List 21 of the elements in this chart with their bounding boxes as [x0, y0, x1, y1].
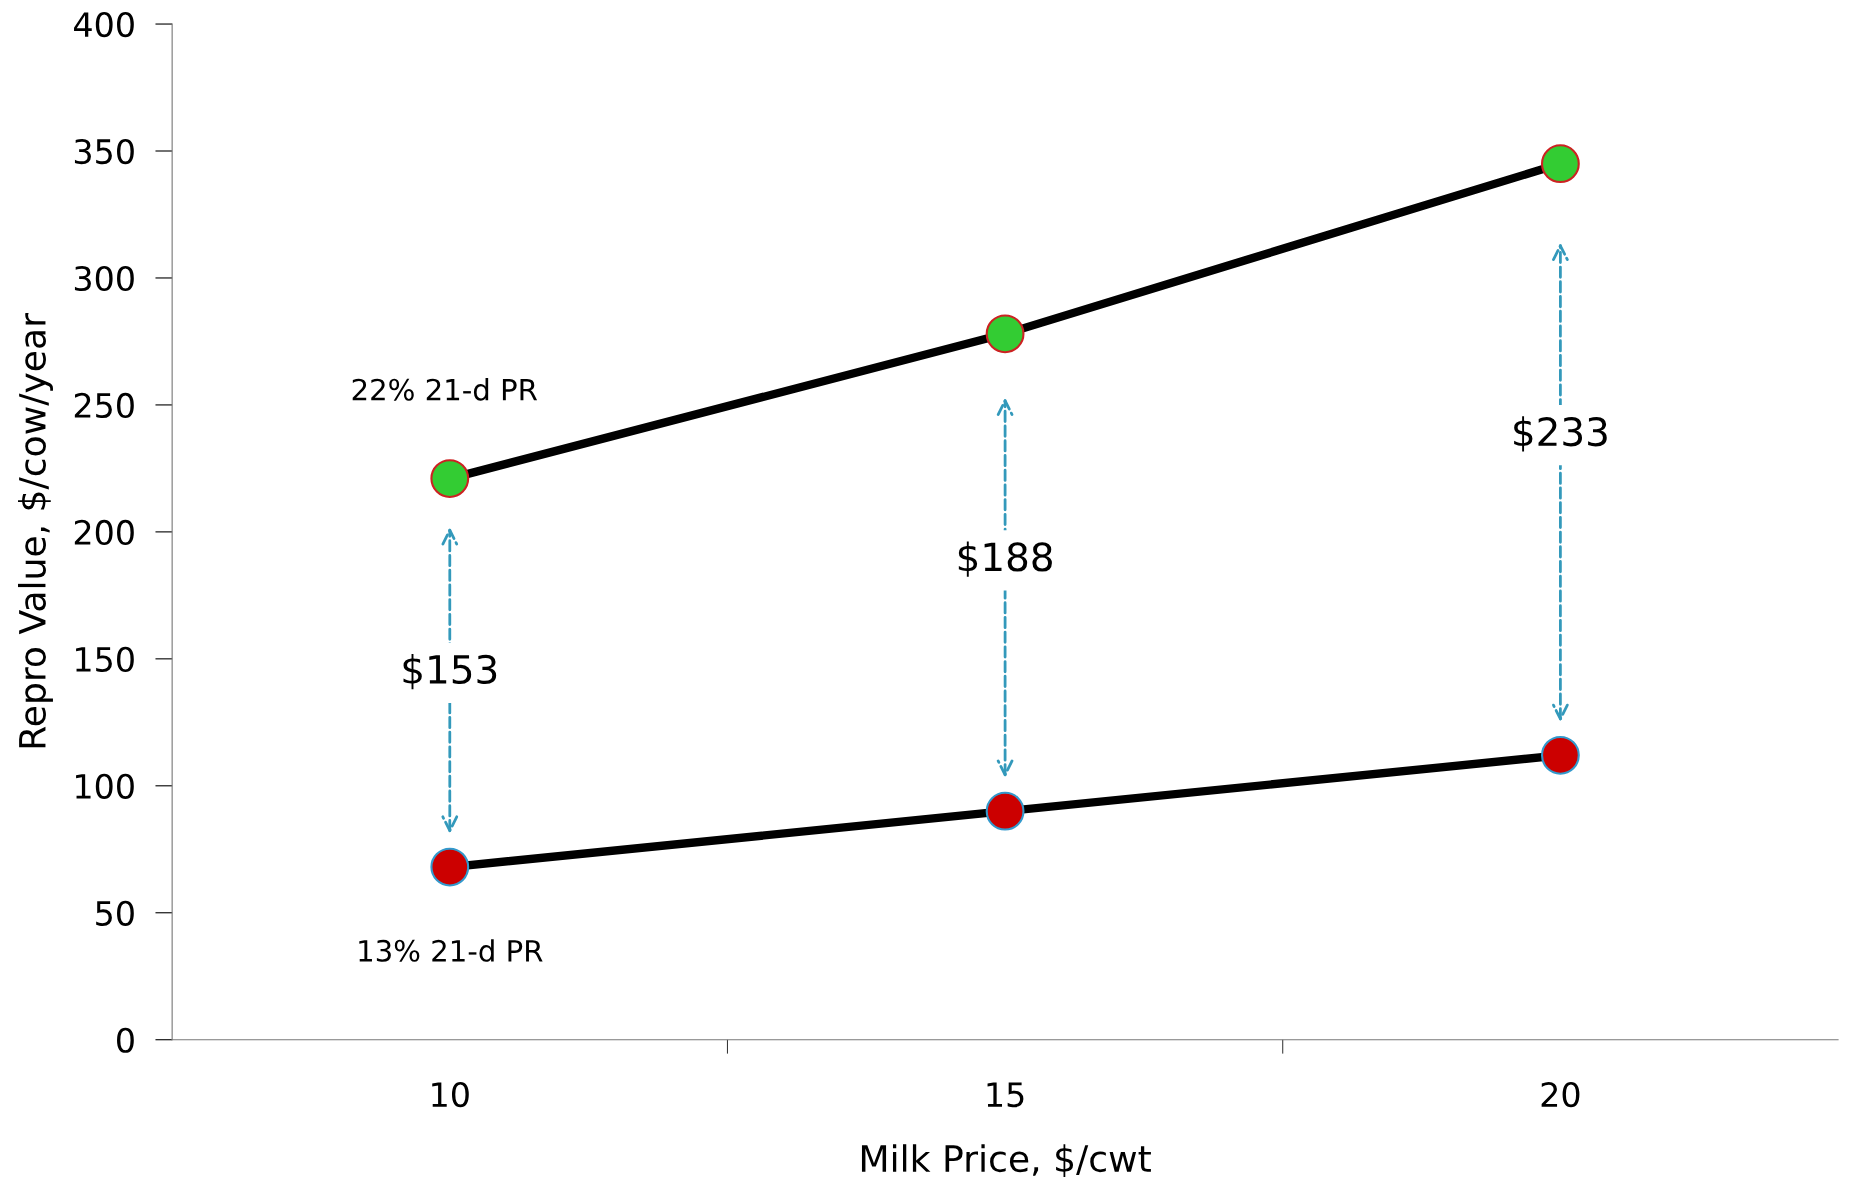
x-axis-title: Milk Price, $/cwt: [861, 1144, 1151, 1177]
x-tick-label: 15: [987, 1082, 1024, 1108]
annotation: $233: [1514, 416, 1607, 452]
y-tick-label: 100: [76, 773, 134, 799]
annotation: $153: [403, 653, 497, 690]
x-tick-label: 10: [432, 1081, 469, 1108]
series-label: 22% 21-d PR: [352, 378, 538, 401]
y-tick-label: 400: [74, 11, 134, 38]
y-tick-label: 150: [76, 646, 134, 672]
y-tick-label: 300: [74, 265, 134, 292]
annotation: $188: [958, 541, 1052, 577]
point: [430, 459, 470, 498]
point: [1540, 144, 1580, 184]
y-tick-label: 350: [74, 138, 134, 165]
y-tick-label: 50: [96, 900, 134, 926]
y-tick-label: 200: [74, 519, 134, 546]
y-tick-label: 250: [74, 392, 134, 419]
y-tick-label: 0: [117, 1027, 134, 1053]
y-axis-title: Repro Value, $/cow/year: [18, 313, 53, 748]
text: 13% 21-d PR: [359, 939, 543, 962]
x-tick-label: 20: [1541, 1081, 1580, 1108]
